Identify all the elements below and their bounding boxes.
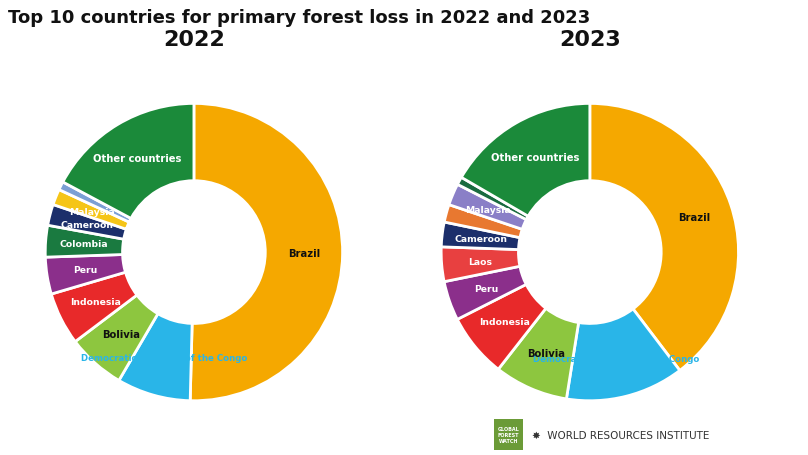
Text: Brazil: Brazil bbox=[678, 212, 710, 222]
Text: Peru: Peru bbox=[74, 266, 98, 274]
Text: 2023: 2023 bbox=[559, 30, 621, 50]
Text: Other countries: Other countries bbox=[93, 153, 182, 163]
Wedge shape bbox=[461, 104, 590, 217]
Text: Indonesia: Indonesia bbox=[70, 298, 121, 306]
Wedge shape bbox=[444, 267, 526, 320]
Wedge shape bbox=[59, 182, 131, 222]
Text: Laos: Laos bbox=[468, 257, 492, 266]
Wedge shape bbox=[457, 178, 528, 220]
Text: Peru: Peru bbox=[473, 284, 498, 293]
Wedge shape bbox=[51, 273, 137, 342]
Text: ✸  WORLD RESOURCES INSTITUTE: ✸ WORLD RESOURCES INSTITUTE bbox=[532, 430, 709, 440]
Text: Cameroon: Cameroon bbox=[61, 221, 114, 229]
Text: GLOBAL
FOREST
WATCH: GLOBAL FOREST WATCH bbox=[498, 426, 520, 443]
Wedge shape bbox=[45, 255, 125, 294]
Wedge shape bbox=[53, 190, 129, 230]
Wedge shape bbox=[457, 285, 546, 369]
Wedge shape bbox=[449, 185, 526, 230]
Wedge shape bbox=[119, 314, 192, 401]
Wedge shape bbox=[441, 222, 520, 250]
Wedge shape bbox=[48, 205, 126, 240]
Wedge shape bbox=[566, 309, 680, 401]
Text: Democratic Republic of the Congo: Democratic Republic of the Congo bbox=[533, 354, 700, 364]
Text: Colombia: Colombia bbox=[60, 240, 108, 249]
Wedge shape bbox=[590, 104, 739, 371]
Text: Top 10 countries for primary forest loss in 2022 and 2023: Top 10 countries for primary forest loss… bbox=[8, 9, 591, 27]
Text: Democratic Republic of the Congo: Democratic Republic of the Congo bbox=[81, 354, 247, 363]
Text: Cameroon: Cameroon bbox=[454, 235, 507, 244]
Wedge shape bbox=[75, 295, 158, 380]
Text: Malaysia: Malaysia bbox=[465, 205, 511, 214]
Text: Bolivia: Bolivia bbox=[102, 329, 140, 339]
Wedge shape bbox=[441, 247, 520, 282]
Wedge shape bbox=[444, 205, 522, 238]
Wedge shape bbox=[45, 226, 124, 258]
Wedge shape bbox=[190, 104, 343, 401]
Wedge shape bbox=[499, 308, 579, 399]
Text: Bolivia: Bolivia bbox=[527, 348, 565, 358]
Text: Brazil: Brazil bbox=[288, 249, 320, 259]
Text: Malaysia: Malaysia bbox=[69, 207, 115, 216]
Text: Indonesia: Indonesia bbox=[479, 318, 530, 327]
Wedge shape bbox=[63, 104, 194, 219]
Text: 2022: 2022 bbox=[163, 30, 225, 50]
Text: Other countries: Other countries bbox=[490, 152, 579, 162]
